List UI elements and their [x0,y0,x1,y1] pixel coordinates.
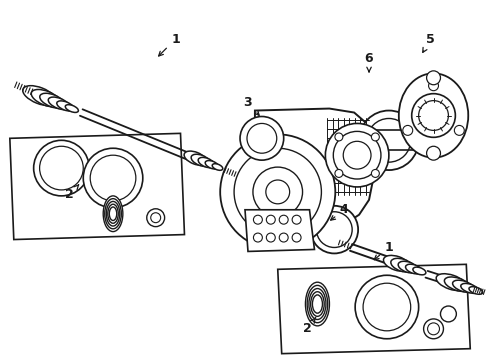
Ellipse shape [198,157,215,168]
Circle shape [355,275,418,339]
Ellipse shape [305,282,329,326]
Circle shape [428,323,440,335]
Circle shape [253,233,262,242]
Circle shape [267,233,275,242]
Ellipse shape [469,287,483,294]
Text: 3: 3 [244,96,259,115]
Circle shape [335,170,343,177]
Ellipse shape [406,264,422,274]
Text: 2: 2 [65,185,79,201]
Circle shape [267,215,275,224]
Circle shape [371,133,379,141]
Ellipse shape [65,105,78,112]
Circle shape [371,170,379,177]
Ellipse shape [444,277,470,292]
Circle shape [424,319,443,339]
Ellipse shape [307,285,328,323]
Ellipse shape [23,86,56,105]
Circle shape [454,125,465,135]
Ellipse shape [103,196,123,231]
Circle shape [279,233,288,242]
Circle shape [279,215,288,224]
Circle shape [333,131,381,179]
Circle shape [403,125,413,135]
Circle shape [359,111,418,170]
Circle shape [367,118,411,162]
Text: 1: 1 [374,241,393,260]
Circle shape [234,148,321,235]
Ellipse shape [106,202,120,226]
Circle shape [343,141,371,169]
Circle shape [412,94,455,137]
Ellipse shape [31,90,61,107]
Ellipse shape [399,73,468,158]
Polygon shape [278,264,470,354]
Ellipse shape [57,101,74,111]
Circle shape [151,213,161,223]
Circle shape [363,283,411,331]
Ellipse shape [309,289,326,320]
Ellipse shape [311,292,324,316]
Text: 5: 5 [423,33,435,52]
Circle shape [83,148,143,208]
Circle shape [325,123,389,187]
Ellipse shape [461,283,479,293]
Circle shape [34,140,89,196]
Ellipse shape [105,199,122,229]
Circle shape [220,134,335,249]
Polygon shape [248,109,374,231]
Circle shape [253,215,262,224]
Ellipse shape [391,258,414,272]
Ellipse shape [49,97,70,110]
Ellipse shape [40,93,65,108]
Ellipse shape [436,274,466,291]
Circle shape [253,167,302,217]
Ellipse shape [184,151,207,165]
Circle shape [292,233,301,242]
Circle shape [418,100,448,130]
Ellipse shape [212,164,223,170]
Ellipse shape [384,255,410,271]
Polygon shape [245,210,315,251]
Circle shape [240,117,284,160]
Circle shape [427,146,441,160]
Circle shape [335,133,343,141]
Circle shape [311,206,358,253]
Circle shape [292,215,301,224]
Ellipse shape [398,261,418,273]
Text: 6: 6 [365,53,373,72]
Circle shape [427,71,441,85]
Ellipse shape [205,161,219,169]
Circle shape [147,209,165,227]
Circle shape [441,306,456,322]
Circle shape [317,212,352,247]
Text: 2: 2 [303,317,316,336]
Ellipse shape [109,207,117,220]
Circle shape [266,180,290,204]
Circle shape [40,146,83,190]
Text: 1: 1 [159,33,180,56]
Circle shape [429,81,439,91]
Ellipse shape [313,295,322,313]
Circle shape [247,123,277,153]
Ellipse shape [108,204,118,223]
Polygon shape [10,133,184,239]
Ellipse shape [413,267,426,275]
Text: 4: 4 [331,203,348,220]
Circle shape [90,155,136,201]
Ellipse shape [453,280,475,292]
Ellipse shape [191,154,211,167]
